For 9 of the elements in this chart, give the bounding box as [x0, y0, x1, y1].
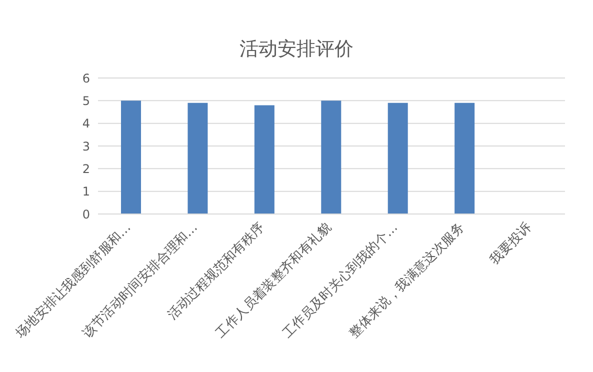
- y-tick-label: 3: [82, 139, 90, 154]
- y-tick-label: 6: [82, 71, 90, 86]
- y-tick-label: 5: [82, 94, 90, 108]
- y-tick-label: 4: [82, 116, 90, 131]
- y-tick-label: 2: [82, 162, 90, 176]
- x-tick-label: 我要投诉: [487, 220, 534, 268]
- chart-title: 活动安排评价: [238, 37, 354, 62]
- y-tick-label: 1: [82, 184, 90, 199]
- y-tick-label: 0: [82, 207, 90, 222]
